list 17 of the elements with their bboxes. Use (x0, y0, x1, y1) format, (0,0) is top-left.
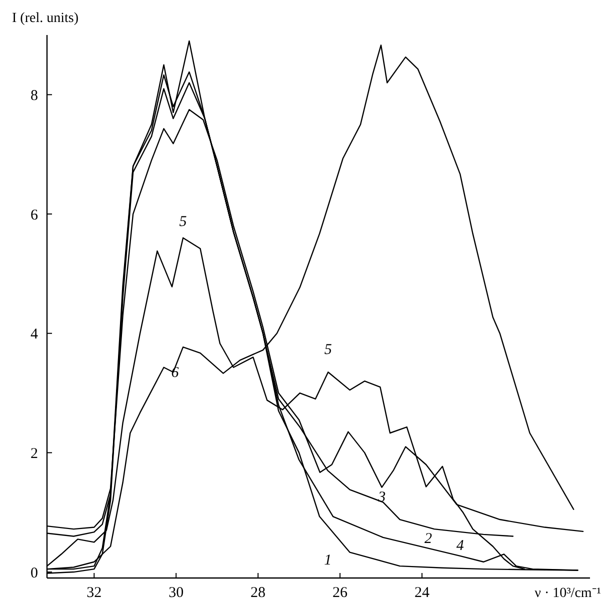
series-label: 4 (456, 538, 464, 554)
x-tick-label: 26 (332, 585, 348, 601)
y-tick-label: 0 (30, 565, 38, 582)
y-axis-title: I (rel. units) (12, 11, 79, 26)
series-label: 1 (324, 552, 332, 568)
series-label: 5 (179, 214, 188, 230)
x-tick-label: 30 (168, 585, 184, 601)
y-tick-label: 2 (30, 446, 38, 462)
y-tick-label: 6 (30, 207, 38, 224)
x-tick-label: 28 (250, 585, 266, 601)
x-tick-label: 24 (414, 585, 430, 601)
x-tick-label: 32 (86, 585, 102, 601)
y-tick-label: 4 (30, 326, 38, 343)
series-label: 2 (424, 531, 433, 548)
x-axis-title: ν · 10³/cm⁻¹ (534, 586, 601, 601)
text: 5 (324, 342, 332, 358)
y-tick-label: 8 (30, 88, 38, 104)
